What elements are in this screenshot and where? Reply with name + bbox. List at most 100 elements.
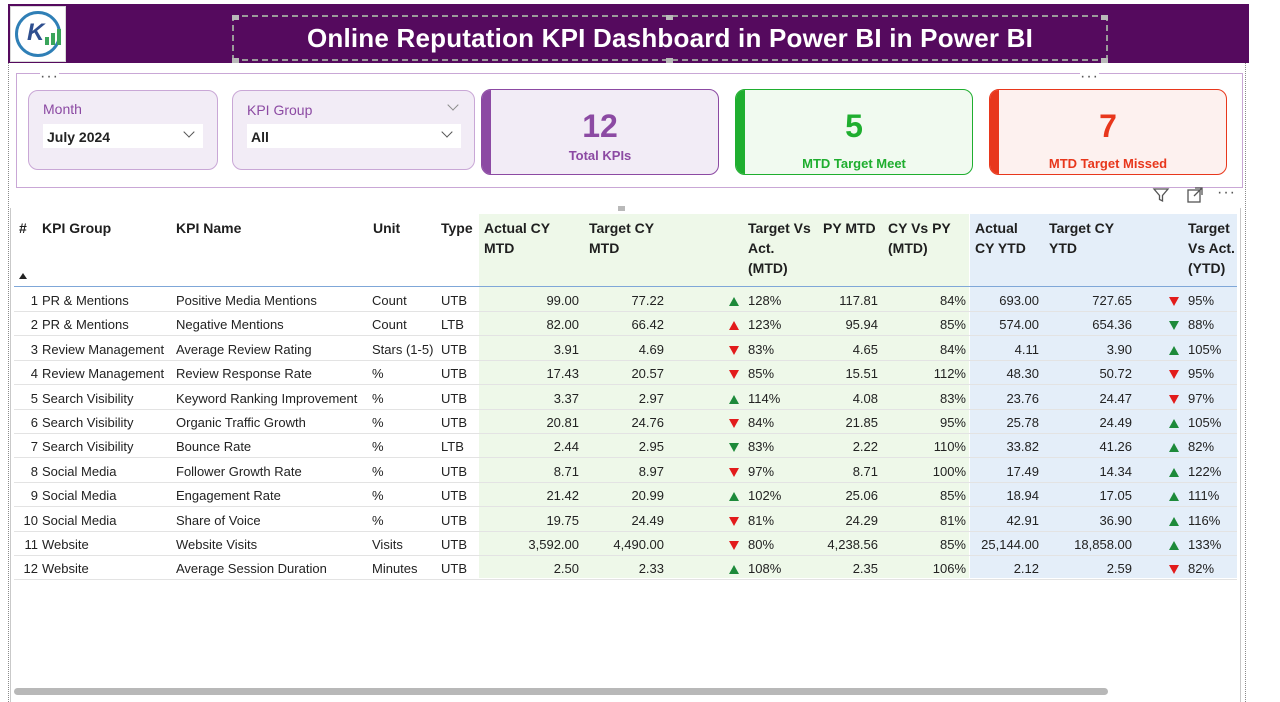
kpi-name-cell: Positive Media Mentions — [176, 293, 317, 308]
target-cy-ytd-cell: 17.05 — [1099, 488, 1132, 504]
table-row[interactable]: 4 Review Management Review Response Rate% U… — [14, 361, 1237, 386]
table-row[interactable]: 3 Review Management Average Review Rating S… — [14, 337, 1237, 361]
col-header-unit[interactable]: Unit — [373, 220, 401, 236]
actual-cy-ytd-cell: 48.30 — [1006, 366, 1039, 382]
actual-cy-mtd-cell: 3,592.00 — [528, 537, 579, 552]
mtd-target-meet-label: MTD Target Meet — [802, 156, 906, 171]
unit-cell: % — [372, 366, 384, 382]
cy-vs-py-mtd-cell: 81% — [939, 512, 966, 528]
card-accent — [990, 90, 999, 174]
col-header-actual-cy-ytd[interactable]: Actual CY YTD — [975, 218, 1026, 258]
table-row[interactable]: 7 Search Visibility Bounce Rate% LTB 2.44 2.9… — [14, 434, 1237, 459]
target-cy-mtd-cell: 20.57 — [631, 366, 664, 382]
actual-cy-mtd-cell: 20.81 — [546, 415, 579, 430]
resize-handle[interactable] — [1101, 15, 1108, 20]
table-row[interactable]: 11 Website Website Visits Visits UTB 3,592.00… — [14, 532, 1237, 556]
col-header-kpi-group[interactable]: KPI Group — [42, 220, 112, 236]
resize-handle[interactable] — [666, 58, 673, 63]
resize-handle[interactable] — [618, 206, 625, 211]
actual-cy-ytd-cell: 17.49 — [1006, 463, 1039, 479]
triangle-down-icon — [729, 443, 739, 453]
header-line: Target — [1188, 220, 1230, 236]
py-mtd-cell: 4.08 — [852, 390, 878, 406]
resize-handle[interactable] — [232, 15, 239, 20]
col-header-type[interactable]: Type — [441, 220, 473, 236]
filter-panel — [16, 73, 1243, 188]
kpi-group-cell: Review Management — [42, 366, 165, 382]
actual-cy-ytd-cell: 42.91 — [1006, 512, 1039, 528]
col-header-target-vs-act-ytd[interactable]: Target Vs Act. (YTD) — [1188, 218, 1235, 278]
actual-cy-mtd-cell: 2.50 — [553, 561, 579, 577]
table-row[interactable]: 9 Social Media Engagement Rate% UTB 21.42 20.… — [14, 483, 1237, 508]
kpi-group-cell: Website — [42, 561, 89, 577]
kpi-name-cell: Average Review Rating — [176, 341, 312, 357]
unit-cell: % — [372, 439, 384, 455]
triangle-up-icon — [1169, 443, 1179, 453]
kpi-group-cell: PR & Mentions — [42, 293, 129, 308]
resize-handle[interactable] — [232, 58, 239, 63]
target-cy-mtd-cell: 2.97 — [638, 390, 664, 406]
kpi-group-dropdown[interactable]: All — [247, 124, 461, 148]
col-header-index[interactable]: # — [19, 220, 27, 236]
logo-bar — [57, 29, 61, 45]
sort-ascending-icon[interactable] — [19, 273, 27, 279]
resize-handle[interactable] — [1101, 58, 1108, 63]
triangle-up-icon — [1169, 516, 1179, 526]
logo-bar — [51, 33, 55, 45]
actual-cy-mtd-cell: 2.44 — [553, 439, 579, 455]
table-row[interactable]: 12 Website Average Session Duration Minutes… — [14, 556, 1237, 581]
table-row[interactable]: 10 Social Media Share of Voice% UTB 19.75 24.… — [14, 508, 1237, 532]
mtd-target-meet-card: 5 MTD Target Meet — [735, 89, 973, 175]
mtd-target-meet-value: 5 — [845, 108, 863, 144]
header-line: YTD — [1049, 240, 1077, 256]
type-cell: LTB — [441, 439, 464, 455]
focus-mode-icon[interactable] — [1186, 186, 1204, 204]
more-options-icon[interactable]: ··· — [1080, 68, 1099, 85]
type-cell: UTB — [441, 463, 467, 479]
target-cy-mtd-cell: 77.22 — [631, 293, 664, 308]
col-header-py-mtd[interactable]: PY MTD — [823, 218, 876, 238]
chevron-down-icon[interactable] — [447, 99, 459, 111]
unit-cell: % — [372, 512, 384, 528]
target-vs-act-ytd-cell: 82% — [1188, 561, 1215, 577]
triangle-down-icon — [1169, 321, 1179, 331]
header-line: (MTD) — [748, 260, 788, 276]
cy-vs-py-mtd-cell: 84% — [939, 341, 966, 357]
resize-handle[interactable] — [666, 15, 673, 20]
more-options-icon[interactable]: ··· — [1217, 184, 1236, 201]
month-dropdown[interactable]: July 2024 — [43, 124, 203, 148]
target-cy-ytd-cell: 2.59 — [1106, 561, 1132, 577]
table-row[interactable]: 1 PR & Mentions Positive Media Mentions Cou… — [14, 288, 1237, 312]
target-cy-ytd-cell: 14.34 — [1099, 463, 1132, 479]
filter-icon[interactable] — [1152, 186, 1170, 204]
month-slicer: Month July 2024 — [28, 90, 218, 170]
table-row[interactable]: 8 Social Media Follower Growth Rate% UTB 8.7… — [14, 459, 1237, 483]
actual-cy-ytd-cell: 4.11 — [1014, 341, 1039, 357]
table-row[interactable]: 2 PR & Mentions Negative Mentions Count LTB 8… — [14, 312, 1237, 337]
table-row[interactable]: 6 Search Visibility Organic Traffic Growth… — [14, 410, 1237, 434]
col-header-cy-vs-py-mtd[interactable]: CY Vs PY (MTD) — [888, 218, 951, 258]
col-header-actual-cy-mtd[interactable]: Actual CY MTD — [484, 218, 550, 258]
type-cell: UTB — [441, 415, 467, 430]
title-textbox[interactable]: Online Reputation KPI Dashboard in Power… — [232, 15, 1108, 61]
row-index: 4 — [30, 366, 38, 382]
more-options-icon[interactable]: ··· — [40, 68, 59, 85]
actual-cy-ytd-cell: 693.00 — [999, 293, 1039, 308]
py-mtd-cell: 15.51 — [845, 366, 878, 382]
target-vs-act-mtd-cell: 85% — [748, 366, 775, 382]
triangle-down-icon — [729, 345, 739, 355]
table-row[interactable]: 5 Search Visibility Keyword Ranking Improv… — [14, 386, 1237, 410]
actual-cy-mtd-cell: 99.00 — [546, 293, 579, 308]
triangle-up-icon — [729, 565, 739, 575]
horizontal-scrollbar[interactable] — [14, 688, 1108, 695]
kpi-group-cell: Search Visibility — [42, 415, 134, 430]
triangle-up-icon — [1169, 492, 1179, 502]
header-line: Actual — [975, 220, 1018, 236]
col-header-kpi-name[interactable]: KPI Name — [176, 220, 242, 236]
company-logo: K — [10, 6, 66, 62]
col-header-target-vs-act-mtd[interactable]: Target Vs Act. (MTD) — [748, 218, 811, 278]
triangle-down-icon — [1169, 297, 1179, 306]
col-header-target-cy-ytd[interactable]: Target CY YTD — [1049, 218, 1114, 258]
col-header-target-cy-mtd[interactable]: Target CY MTD — [589, 218, 654, 258]
target-cy-ytd-cell: 50.72 — [1099, 366, 1132, 382]
